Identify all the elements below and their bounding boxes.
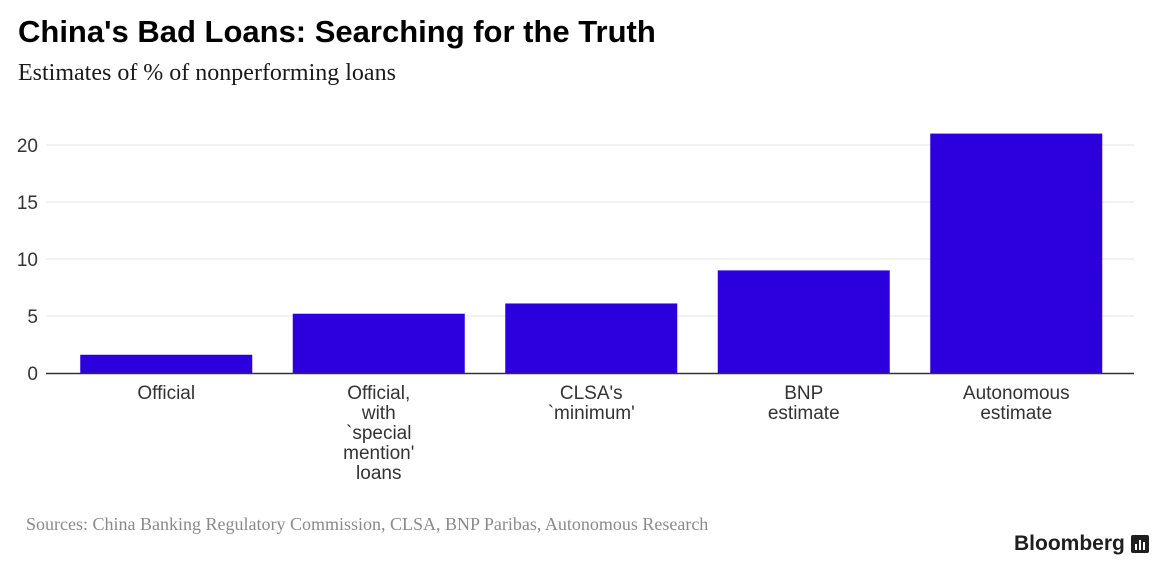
brand-name: Bloomberg — [1014, 532, 1125, 555]
chart-title: China's Bad Loans: Searching for the Tru… — [18, 14, 656, 49]
x-category-label-line: with — [361, 403, 396, 424]
x-axis-category-labels: Official Official, with `special mention' loa… — [137, 383, 1069, 484]
x-category-label-line: `minimum' — [548, 403, 635, 424]
x-category-label-line: Official — [137, 383, 195, 404]
x-category-label: Autonomous estimate — [963, 383, 1070, 424]
x-category-label: BNP estimate — [768, 383, 840, 424]
y-tick-label: 10 — [17, 250, 38, 271]
bar — [505, 303, 678, 373]
x-category-label-line: CLSA's — [560, 383, 623, 404]
y-tick-label: 15 — [17, 193, 38, 214]
x-category-label-line: Official, — [347, 383, 410, 404]
y-tick-label: 20 — [17, 136, 38, 157]
y-tick-label: 5 — [27, 307, 38, 328]
y-tick-label: 0 — [27, 364, 38, 385]
x-category-label: Official, with `special mention' loans — [343, 383, 414, 484]
bar — [80, 354, 253, 373]
x-category-label-line: mention' — [343, 443, 414, 464]
x-category-label-line: BNP — [784, 383, 823, 404]
x-category-label: Official — [137, 383, 195, 404]
bar — [717, 270, 890, 373]
bar — [292, 313, 465, 373]
y-axis-tick-labels: 0 5 10 15 20 — [17, 136, 38, 385]
x-category-label-line: loans — [356, 463, 401, 484]
bar — [930, 133, 1103, 373]
x-category-label-line: estimate — [980, 403, 1052, 424]
chart-subtitle: Estimates of % of nonperforming loans — [18, 60, 396, 86]
x-category-label: CLSA's `minimum' — [548, 383, 635, 424]
bars — [80, 133, 1103, 373]
x-category-label-line: `special — [346, 423, 411, 444]
source-note: Sources: China Banking Regulatory Commis… — [26, 514, 709, 534]
x-category-label-line: estimate — [768, 403, 840, 424]
bloomberg-logo: Bloomberg — [1014, 532, 1149, 556]
x-category-label-line: Autonomous — [963, 383, 1070, 404]
bloomberg-chart-icon — [1130, 535, 1149, 553]
